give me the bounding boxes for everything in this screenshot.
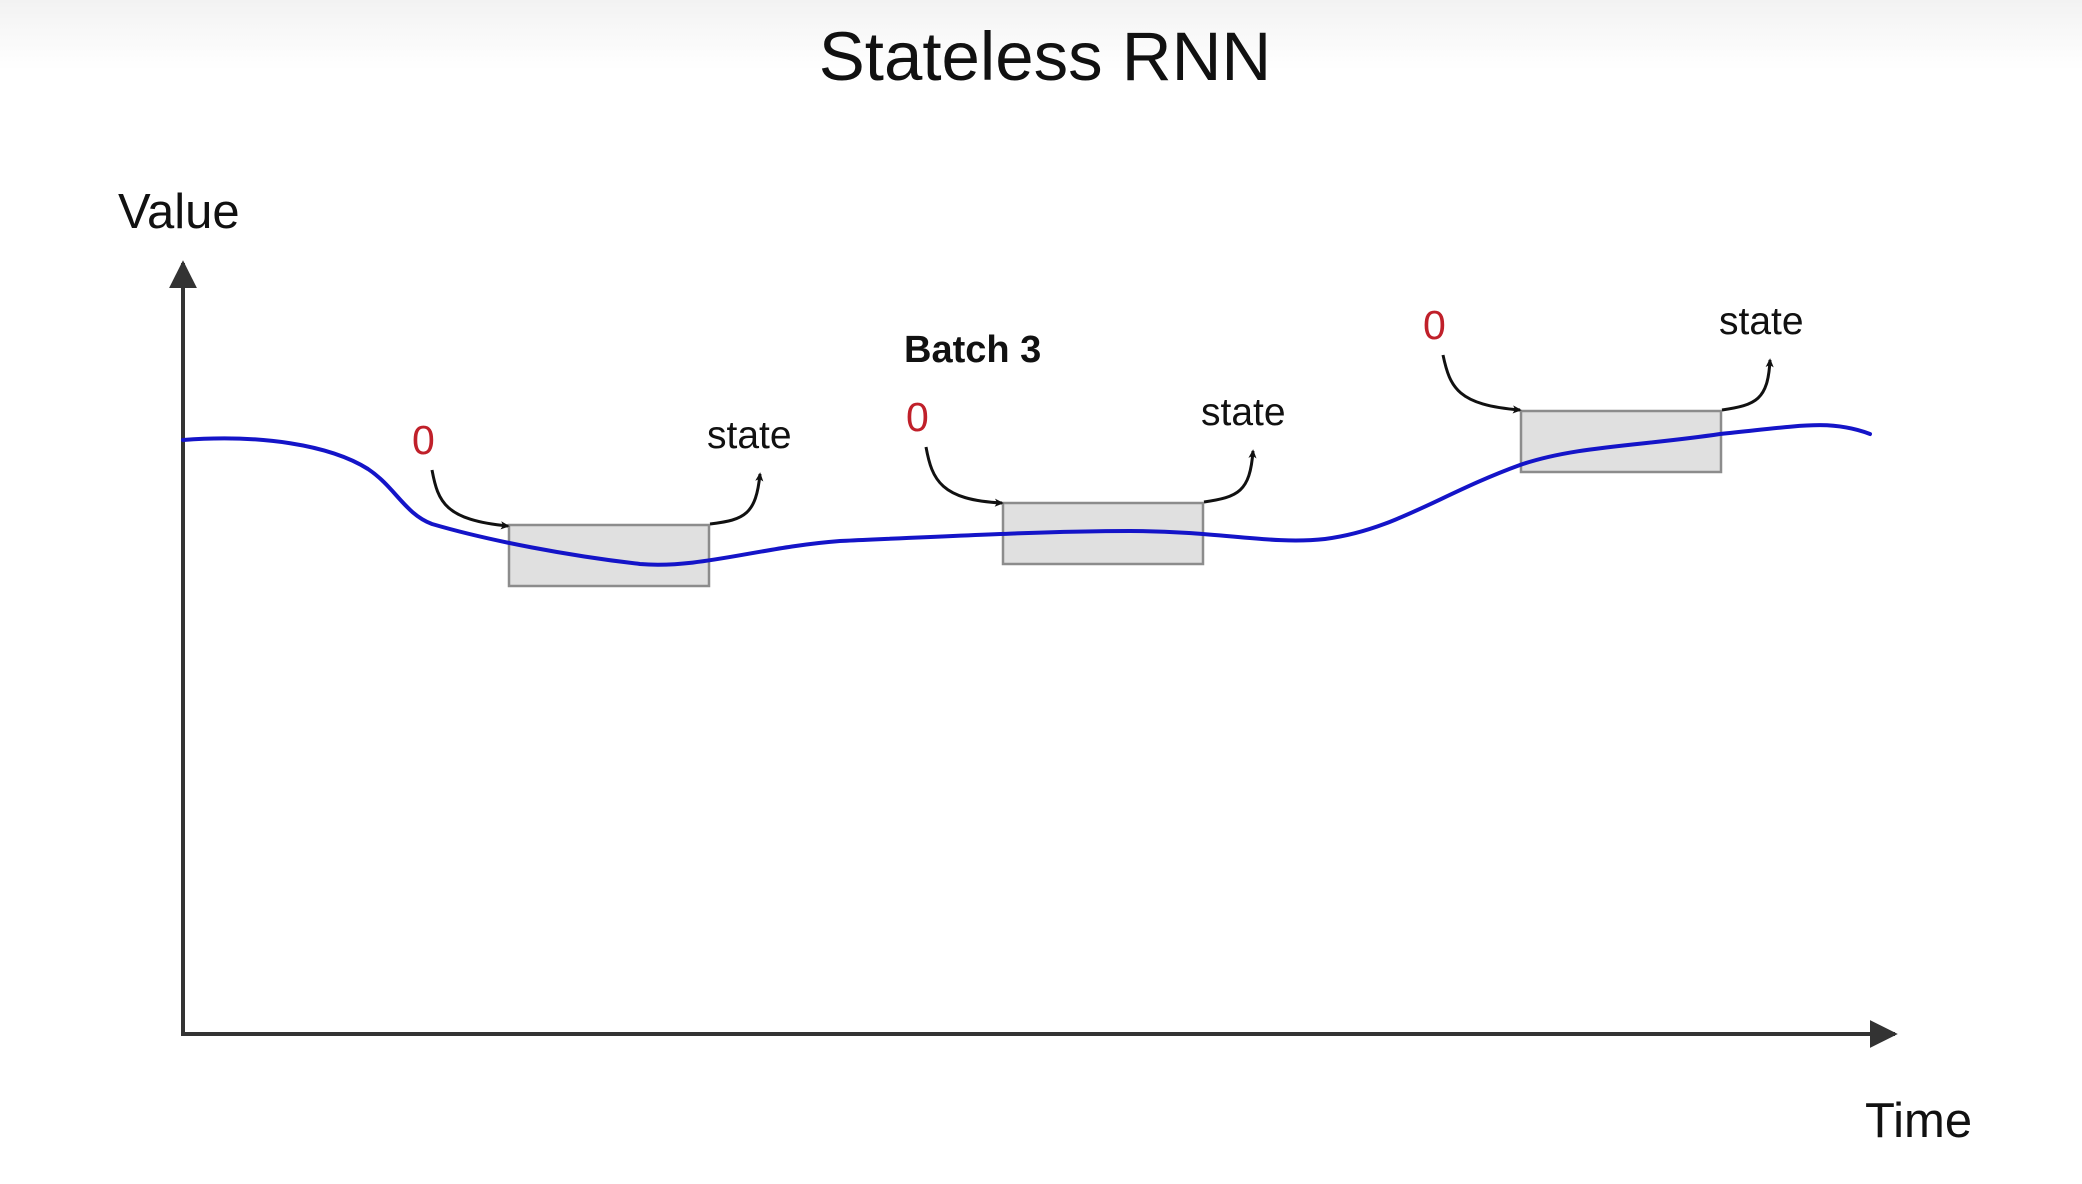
batch-label: Batch 3: [904, 329, 1041, 371]
output-state-arrow-1: [709, 472, 764, 526]
initial-state-zero-3: 0: [1423, 302, 1446, 348]
initial-state-arrow-2: [924, 446, 1004, 507]
page-title: Stateless RNN: [819, 18, 1271, 95]
initial-state-arrow-3: [1441, 354, 1522, 414]
initial-state-zero-2: 0: [906, 394, 929, 440]
window-box-1: [507, 523, 711, 588]
output-state-label-2: state: [1201, 391, 1286, 434]
initial-state-arrow-1: [430, 469, 510, 530]
time-series-line: [181, 423, 1872, 567]
window-box-3: [1519, 409, 1723, 474]
output-state-label-1: state: [707, 414, 792, 457]
x-axis-label: Time: [1865, 1094, 1972, 1148]
initial-state-zero-1: 0: [412, 417, 435, 463]
output-state-arrow-2: [1203, 449, 1257, 504]
y-axis-label: Value: [118, 185, 240, 239]
output-state-arrow-3: [1721, 358, 1774, 412]
output-state-label-3: state: [1719, 300, 1804, 343]
